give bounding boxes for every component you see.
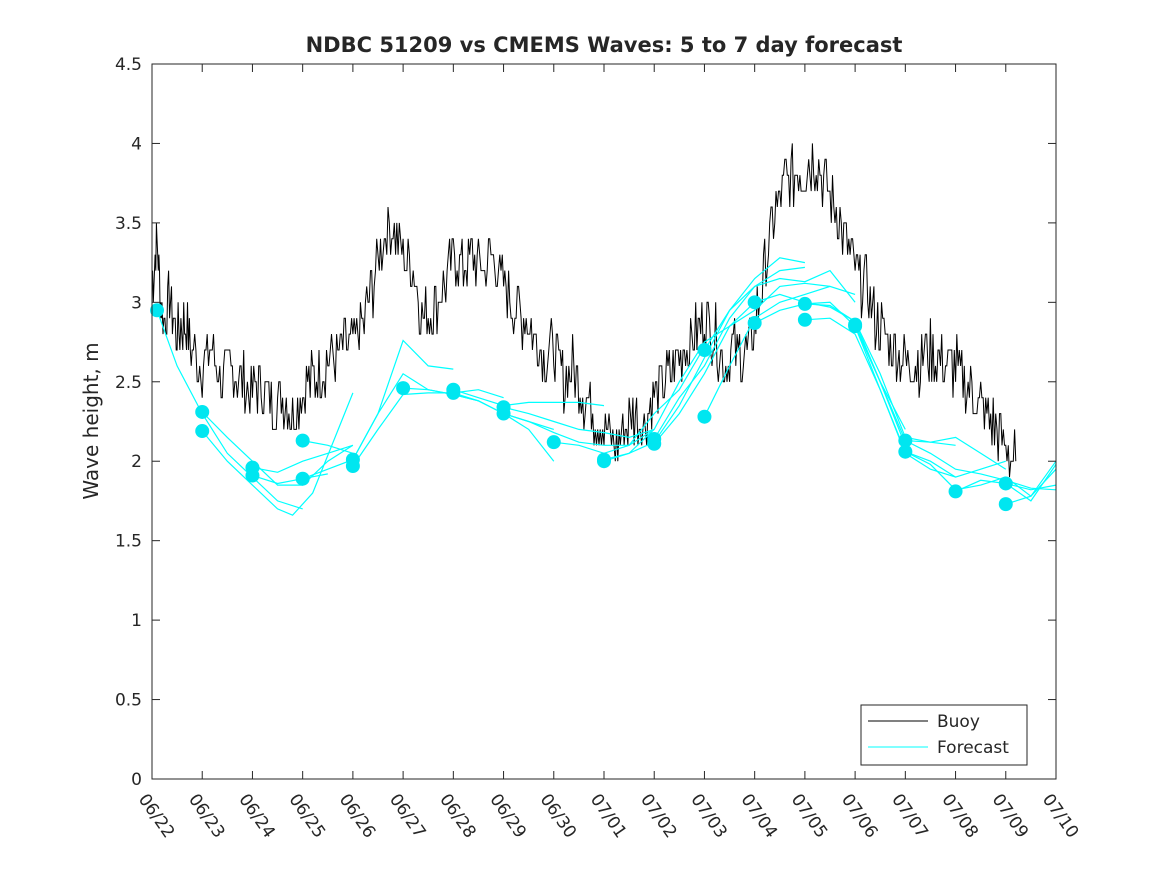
forecast-marker: [150, 303, 165, 318]
legend: Buoy Forecast: [860, 704, 1028, 766]
forecast-line: [1005, 468, 1057, 505]
forecast-line: [854, 324, 1007, 470]
forecast-marker: [195, 404, 210, 419]
forecast-marker: [747, 295, 762, 310]
forecast-line: [252, 444, 354, 473]
legend-forecast-label: Forecast: [937, 738, 1009, 758]
y-tick-label: 2.5: [115, 373, 142, 393]
forecast-marker: [998, 476, 1013, 491]
forecast-line: [302, 440, 354, 454]
y-tick-label: 3.5: [115, 214, 142, 234]
forecast-line: [703, 285, 856, 417]
legend-buoy-label: Buoy: [937, 712, 980, 732]
y-tick-label: 0.5: [115, 691, 142, 711]
forecast-marker: [345, 458, 360, 473]
y-tick-label: 2: [131, 452, 142, 472]
forecast-line: [603, 257, 806, 462]
y-tick-label: 1.5: [115, 532, 142, 552]
forecast-marker: [295, 433, 310, 448]
y-tick-label: 0: [131, 770, 142, 790]
forecast-marker: [747, 315, 762, 330]
y-tick-label: 4: [131, 134, 142, 154]
forecast-marker: [446, 385, 461, 400]
y-tick-label: 4.5: [115, 55, 142, 75]
forecast-line: [854, 325, 1006, 478]
buoy-series: [151, 143, 1017, 478]
plot-area: [150, 143, 1057, 516]
chart-title: NDBC 51209 vs CMEMS Waves: 5 to 7 day fo…: [306, 33, 903, 57]
forecast-line: [703, 269, 856, 351]
forecast-line: [653, 282, 831, 445]
forecast-marker: [797, 296, 812, 311]
forecast-marker: [597, 454, 611, 469]
y-tick-label: 1: [131, 611, 142, 631]
forecast-line: [453, 389, 605, 407]
y-axis-label: Wave height, m: [79, 342, 103, 499]
forecast-marker: [898, 433, 913, 448]
y-axis: 0 0.5 1 1.5 2 2.5 3 3.5 4 4.5: [115, 55, 1056, 790]
forecast-line: [252, 473, 328, 485]
forecast-marker: [898, 444, 913, 459]
forecast-marker: [948, 484, 963, 499]
forecast-marker: [797, 312, 812, 327]
legend-box: [860, 704, 1028, 766]
forecast-marker: [295, 471, 310, 486]
forecast-line: [1005, 482, 1057, 491]
forecast-markers: [150, 295, 1013, 512]
forecast-marker: [998, 497, 1013, 512]
forecast-marker: [195, 424, 210, 439]
forecast-marker: [697, 343, 712, 357]
forecast-line: [201, 392, 354, 516]
forecast-line: [503, 406, 655, 439]
forecast-line: [553, 346, 705, 454]
forecast-marker: [546, 435, 561, 450]
forecast-line: [352, 389, 504, 467]
forecast-line: [905, 440, 1057, 491]
buoy-line: [151, 143, 1017, 478]
forecast-series: [156, 257, 1057, 516]
forecast-marker: [647, 436, 662, 451]
forecast-marker: [396, 381, 411, 396]
forecast-line: [653, 266, 805, 440]
forecast-marker: [848, 319, 863, 334]
forecast-marker: [245, 468, 260, 483]
y-tick-label: 3: [131, 293, 142, 313]
forecast-line: [156, 310, 303, 510]
forecast-line: [201, 411, 354, 486]
forecast-marker: [496, 406, 511, 421]
forecast-marker: [697, 409, 712, 424]
